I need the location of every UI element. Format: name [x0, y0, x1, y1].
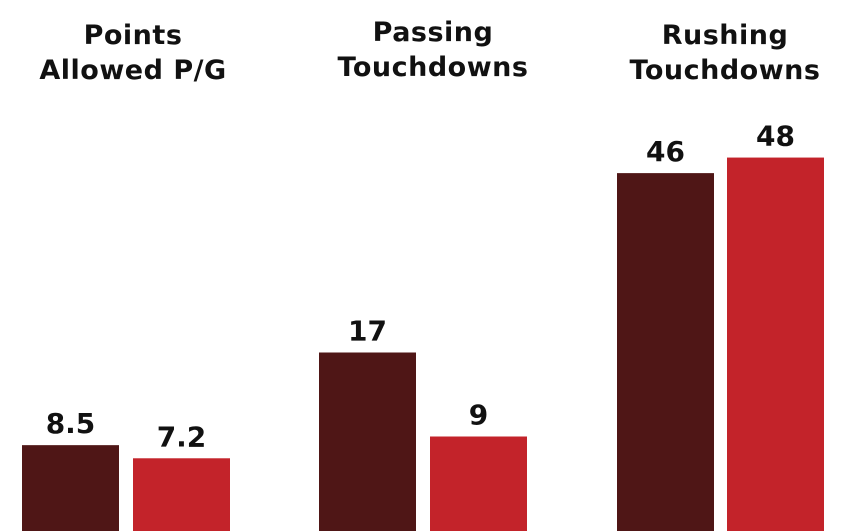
bar-points-allowed-0	[22, 445, 119, 531]
bar-passing-touchdowns-0	[319, 352, 416, 531]
bar-passing-touchdowns-1	[430, 436, 527, 531]
bar-rushing-touchdowns-0	[617, 173, 714, 531]
title-line: Rushing	[661, 20, 789, 51]
data-label-points-allowed-0: 8.5	[46, 407, 96, 440]
data-label-points-allowed-1: 7.2	[157, 420, 207, 453]
data-label-passing-touchdowns-1: 9	[469, 399, 488, 432]
data-label-rushing-touchdowns-1: 48	[756, 120, 795, 153]
bar-rushing-touchdowns-1	[727, 157, 824, 531]
data-label-rushing-touchdowns-0: 46	[646, 135, 685, 168]
title-line: Points	[83, 20, 183, 51]
chart-title-passing-touchdowns: Passing Touchdowns	[318, 15, 548, 85]
title-line: Touchdowns	[337, 52, 529, 83]
bar-points-allowed-1	[133, 458, 230, 531]
data-label-passing-touchdowns-0: 17	[348, 315, 387, 348]
title-line: Allowed P/G	[39, 55, 227, 86]
title-line: Touchdowns	[629, 55, 821, 86]
chart-title-rushing-touchdowns: Rushing Touchdowns	[610, 18, 840, 88]
title-line: Passing	[372, 17, 494, 48]
chart-title-points-allowed: Points Allowed P/G	[18, 18, 248, 88]
